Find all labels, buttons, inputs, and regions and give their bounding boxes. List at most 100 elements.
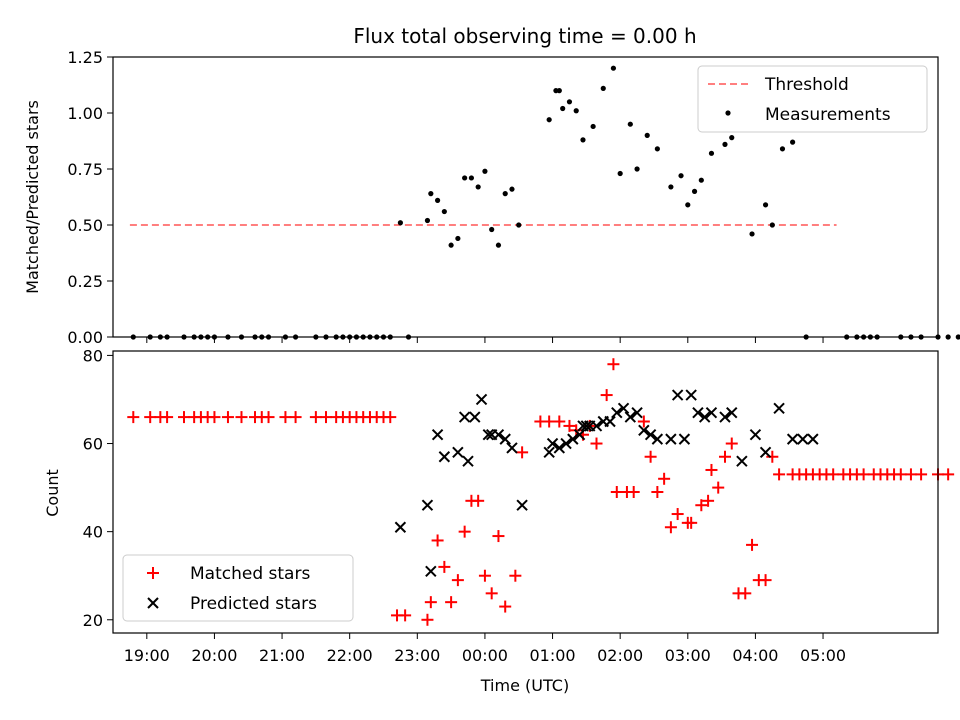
threshold-legend-label: Threshold xyxy=(764,75,849,95)
matched-star-marker xyxy=(894,468,907,481)
predicted-star-marker xyxy=(671,389,684,401)
predicted-star-marker-b xyxy=(651,433,664,445)
predicted-star-marker xyxy=(705,406,718,419)
predicted-star-marker xyxy=(543,446,555,459)
measurement-point xyxy=(566,99,573,105)
matched-star-marker xyxy=(516,446,529,459)
matched-star-marker xyxy=(759,574,772,587)
top-y-tick-label: 0.75 xyxy=(67,160,103,179)
measurement-point xyxy=(573,108,579,114)
x-tick-label: 03:00 xyxy=(665,646,711,665)
matched-star-marker xyxy=(644,450,657,463)
predicted-star-marker xyxy=(425,565,437,578)
measurement-point xyxy=(769,222,775,228)
matched-star-marker xyxy=(262,411,275,424)
measurement-point xyxy=(749,231,755,237)
bottom-y-axis: 20 40 60 80 xyxy=(83,346,113,630)
predicted-star-marker xyxy=(475,393,488,406)
matched-star-marker xyxy=(664,521,677,534)
measurement-point xyxy=(779,146,786,152)
matched-star-marker xyxy=(712,481,725,494)
measurement-point xyxy=(434,197,441,203)
predicted-star-marker-b xyxy=(611,406,623,419)
predicted-star-marker-b xyxy=(567,433,579,445)
matched-star-marker xyxy=(289,411,302,424)
measurement-point xyxy=(397,220,403,226)
x-tick-label: 05:00 xyxy=(800,646,846,665)
measurement-point xyxy=(627,121,633,127)
matched-star-marker xyxy=(695,499,708,512)
predicted-star-marker xyxy=(631,406,643,419)
top-y-axis: 0.00 0.25 0.50 0.75 1.00 1.25 xyxy=(67,48,113,347)
measurement-points-layer xyxy=(130,65,960,340)
measurement-point xyxy=(654,146,660,152)
predicted-star-marker-b xyxy=(546,437,559,450)
predicted-star-marker xyxy=(719,411,731,423)
matched-star-marker xyxy=(499,600,512,613)
measurement-point xyxy=(685,202,691,208)
x-tick-label: 01:00 xyxy=(529,646,575,665)
top-y-tick-label: 0.00 xyxy=(67,328,103,347)
matched-star-marker xyxy=(235,411,248,424)
predicted-star-marker xyxy=(797,433,809,445)
matched-star-marker xyxy=(127,411,140,424)
predicted-star-marker xyxy=(492,429,505,441)
predicted-star-marker-b xyxy=(604,415,616,428)
predicted-star-marker xyxy=(499,433,511,445)
matched-star-marker xyxy=(384,411,397,424)
predicted-star-marker xyxy=(611,406,623,419)
top-y-tick-label: 1.00 xyxy=(67,104,103,123)
predicted-star-marker xyxy=(431,429,444,441)
predicted-star-marker-b xyxy=(698,411,711,423)
matched-star-marker xyxy=(658,472,671,485)
x-tick-label: 04:00 xyxy=(732,646,778,665)
matched-star-marker xyxy=(438,560,451,573)
predicted-star-marker-b xyxy=(726,406,738,419)
measurement-point xyxy=(722,141,728,147)
bottom-y-axis-label: Count xyxy=(43,469,62,517)
measurement-point xyxy=(762,202,769,208)
predicted-star-marker xyxy=(590,420,603,432)
predicted-star-marker-b xyxy=(482,429,495,441)
matched-star-marker xyxy=(702,494,715,507)
matched-star-marker xyxy=(685,516,698,529)
bottom-plot-frame xyxy=(112,350,939,634)
measurement-point xyxy=(441,208,447,215)
predicted-star-marker xyxy=(604,415,616,428)
matched-star-marker xyxy=(451,574,464,587)
measurement-point xyxy=(428,191,434,197)
predicted-star-marker-b xyxy=(573,429,586,441)
predicted-star-marker-b xyxy=(543,446,555,459)
predicted-star-marker xyxy=(651,433,664,445)
predicted-star-marker xyxy=(759,446,772,459)
predicted-star-marker-b xyxy=(431,429,444,441)
predicted-star-marker-b xyxy=(705,406,718,419)
measurement-point xyxy=(489,226,495,233)
matched-star-marker xyxy=(221,411,234,424)
matched-star-marker xyxy=(424,596,437,609)
matched-star-marker xyxy=(472,494,485,507)
matched-star-marker xyxy=(478,569,491,582)
top-y-axis-label: Matched/Predicted stars xyxy=(23,100,42,294)
x-tick-label: 19:00 xyxy=(124,646,170,665)
matched-star-marker xyxy=(705,463,718,476)
predicted-star-marker-b xyxy=(553,442,566,454)
matched-star-marker xyxy=(279,411,292,424)
bottom-plot-panel: 20 40 60 80 19:00 20:00 21:00 22:00 23:00 00:00 0… xyxy=(43,346,955,695)
predicted-star-marker-b xyxy=(631,406,643,419)
predicted-star-marker xyxy=(665,433,677,445)
predicted-star-marker-b xyxy=(462,455,474,467)
matched-star-marker xyxy=(485,587,498,600)
measurement-point xyxy=(678,173,684,179)
bottom-y-tick-label: 80 xyxy=(83,346,103,365)
bottom-y-tick-label: 20 xyxy=(83,611,103,630)
predicted-star-marker-b xyxy=(797,433,809,445)
x-tick-label: 21:00 xyxy=(259,646,305,665)
matched-star-marker xyxy=(590,437,603,450)
predicted-star-marker xyxy=(560,437,572,450)
predicted-star-marker-b xyxy=(692,406,704,419)
matched-star-marker xyxy=(421,613,434,626)
x-tick-label: 22:00 xyxy=(327,646,373,665)
matched-star-marker xyxy=(725,437,738,450)
predicted-star-marker-b xyxy=(560,437,572,450)
